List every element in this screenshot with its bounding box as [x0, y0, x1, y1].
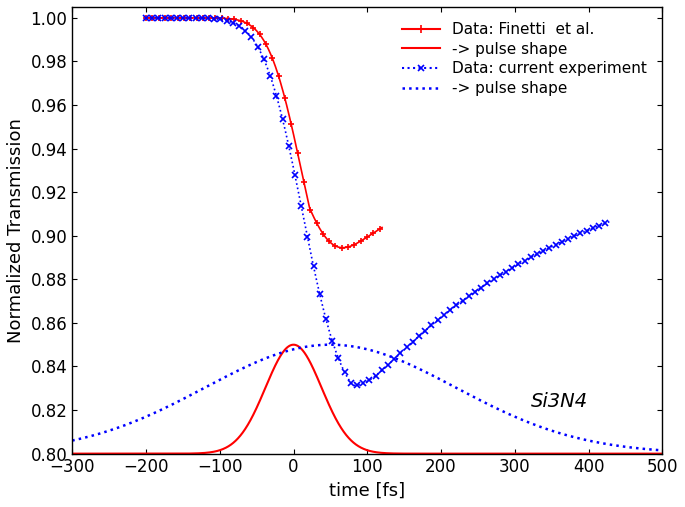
X-axis label: time [fs]: time [fs]	[329, 482, 406, 500]
Legend: Data: Finetti  et al., -> pulse shape, Data: current experiment, -> pulse shape: Data: Finetti et al., -> pulse shape, Da…	[394, 15, 655, 103]
Y-axis label: Normalized Transmission: Normalized Transmission	[7, 118, 25, 343]
Text: Si3N4: Si3N4	[530, 392, 588, 411]
